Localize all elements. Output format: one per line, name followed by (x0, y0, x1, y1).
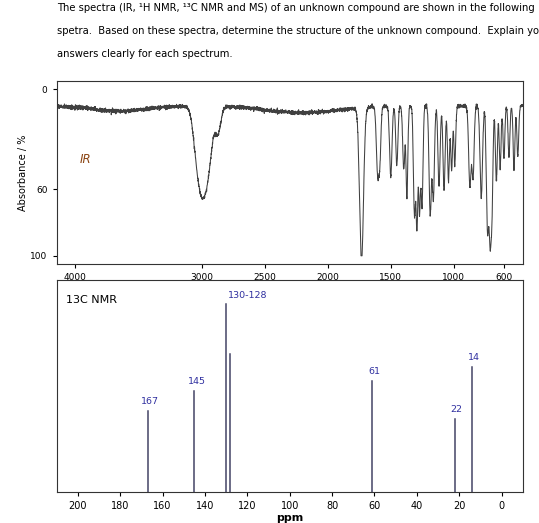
Text: 145: 145 (188, 377, 206, 386)
Text: IR: IR (80, 153, 92, 166)
Text: 13C NMR: 13C NMR (66, 294, 117, 304)
Text: spetra.  Based on these spectra, determine the structure of the unknown compound: spetra. Based on these spectra, determin… (57, 26, 539, 36)
Y-axis label: Absorbance / %: Absorbance / % (18, 134, 27, 211)
X-axis label: Wavenumbers / cm$^{-1}$: Wavenumbers / cm$^{-1}$ (237, 285, 343, 300)
Text: 22: 22 (451, 405, 463, 414)
Text: The spectra (IR, ¹H NMR, ¹³C NMR and MS) of an unknown compound are shown in the: The spectra (IR, ¹H NMR, ¹³C NMR and MS)… (57, 3, 534, 13)
Text: 167: 167 (141, 397, 160, 406)
Text: 14: 14 (468, 353, 480, 361)
Text: 61: 61 (368, 367, 380, 376)
Text: answers clearly for each spectrum.: answers clearly for each spectrum. (57, 50, 232, 60)
Text: 130-128: 130-128 (228, 291, 268, 300)
X-axis label: ppm: ppm (276, 514, 303, 523)
